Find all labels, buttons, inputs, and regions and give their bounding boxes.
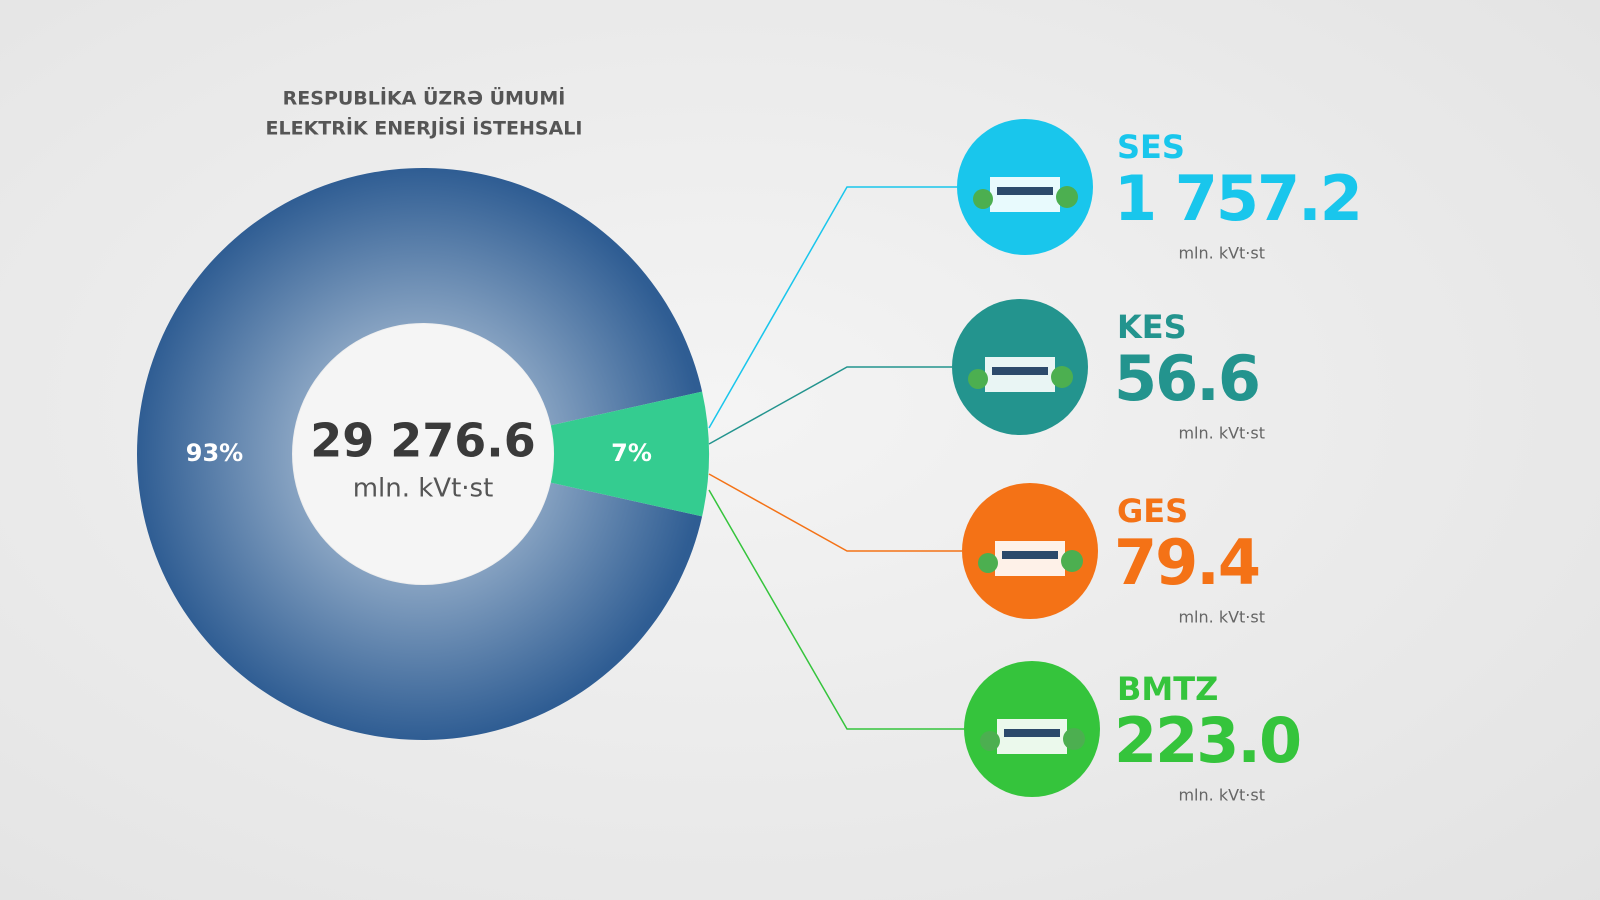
center-value: 29 276.6 — [310, 414, 536, 468]
slice-label: 7% — [611, 439, 652, 467]
icon-tree — [1056, 186, 1078, 208]
icon-tree — [1063, 728, 1085, 750]
item-unit: mln. kVt·st — [1178, 786, 1265, 805]
item-name: GES — [1117, 492, 1188, 530]
icon-window — [992, 367, 1048, 375]
item-unit: mln. kVt·st — [1178, 608, 1265, 627]
title-line: RESPUBLİKA ÜZRƏ ÜMUMİ — [283, 86, 566, 110]
item-name: SES — [1117, 128, 1185, 166]
icon-tree — [980, 731, 1000, 751]
title-line: ELEKTRİK ENERJİSİ İSTEHSALI — [266, 116, 583, 140]
item-value: 1 757.2 — [1114, 162, 1361, 235]
item-value: 56.6 — [1114, 342, 1259, 415]
item-unit: mln. kVt·st — [1178, 244, 1265, 263]
icon-tree — [968, 369, 988, 389]
connector — [708, 366, 952, 445]
donut-hole — [293, 324, 553, 584]
item-name: KES — [1117, 308, 1187, 346]
item-value: 223.0 — [1114, 704, 1300, 777]
connector — [708, 186, 957, 429]
item-unit: mln. kVt·st — [1178, 424, 1265, 443]
icon-window — [1002, 551, 1058, 559]
icon-window — [1004, 729, 1060, 737]
donut-slice — [136, 167, 703, 741]
icon-tree — [1051, 366, 1073, 388]
donut-slice — [550, 391, 709, 517]
connector — [708, 489, 964, 730]
item-name: BMTZ — [1117, 670, 1218, 708]
icon-tree — [978, 553, 998, 573]
connector — [708, 473, 962, 552]
slice-label: 93% — [186, 439, 243, 467]
center-unit: mln. kVt·st — [353, 474, 494, 504]
item-value: 79.4 — [1114, 526, 1259, 599]
icon-tree — [1061, 550, 1083, 572]
icon-tree — [973, 189, 993, 209]
icon-window — [997, 187, 1053, 195]
donut-chart: 93% 7% 29 276.6 mln. kVt·st — [136, 167, 709, 741]
